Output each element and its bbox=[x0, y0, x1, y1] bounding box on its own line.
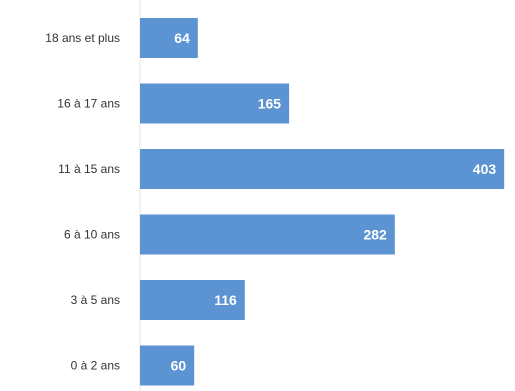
bar-11-15-ans bbox=[140, 149, 505, 189]
category-label-18-ans-et-plus: 18 ans et plus bbox=[45, 31, 120, 45]
bar-16-17-ans bbox=[140, 83, 290, 124]
bar-3-5-ans bbox=[140, 280, 245, 320]
value-label-3-5-ans: 116 bbox=[214, 292, 237, 308]
value-label-11-15-ans: 403 bbox=[473, 161, 497, 177]
category-label-16-17-ans: 16 à 17 ans bbox=[57, 97, 120, 111]
value-labels-group: 64 165 403 282 116 60 bbox=[171, 30, 497, 374]
bar-18-ans-et-plus bbox=[140, 18, 198, 58]
bar-6-10-ans bbox=[140, 214, 395, 255]
value-label-16-17-ans: 165 bbox=[258, 96, 282, 112]
bar-0-2-ans bbox=[140, 345, 195, 386]
category-label-6-10-ans: 6 à 10 ans bbox=[64, 228, 120, 242]
value-label-6-10-ans: 282 bbox=[363, 227, 387, 243]
category-label-11-15-ans: 11 à 15 ans bbox=[58, 162, 120, 176]
bars-group bbox=[140, 18, 505, 386]
category-label-3-5-ans: 3 à 5 ans bbox=[71, 293, 120, 307]
category-labels-group: 18 ans et plus 16 à 17 ans 11 à 15 ans 6 à … bbox=[45, 31, 120, 373]
value-label-0-2-ans: 60 bbox=[171, 358, 187, 374]
value-label-18-ans-et-plus: 64 bbox=[174, 30, 190, 46]
category-label-0-2-ans: 0 à 2 ans bbox=[71, 359, 120, 373]
